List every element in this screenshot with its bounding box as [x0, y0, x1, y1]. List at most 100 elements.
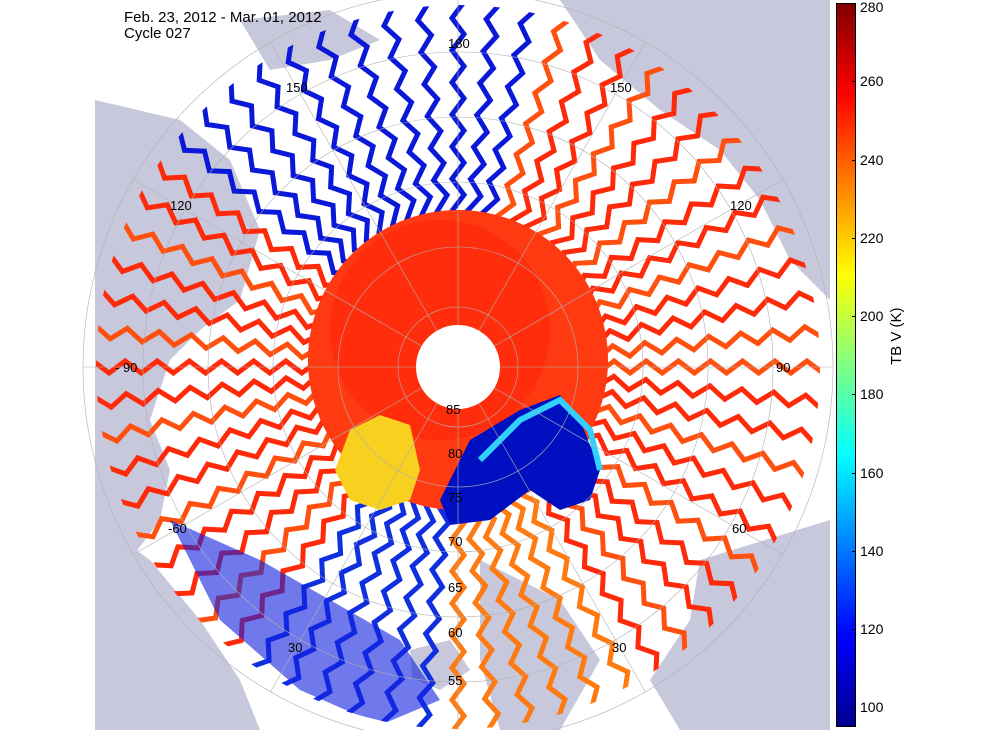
land-alaska	[240, 10, 380, 70]
swath-stripe	[537, 64, 667, 255]
colorbar-tick-mark	[852, 394, 856, 396]
lat-label-55: 55	[448, 673, 462, 688]
swath-stripe	[380, 6, 439, 231]
swath-stripe	[256, 60, 387, 250]
meridian-line	[478, 42, 646, 331]
colorbar-tick-label: 140	[860, 542, 884, 559]
meridian-line	[494, 387, 783, 555]
swath-stripe	[494, 17, 572, 236]
cycle-label: Cycle 027	[124, 25, 191, 42]
swath-stripe	[285, 41, 399, 243]
swath-stripe	[201, 104, 364, 267]
lon-label-60e: 60	[732, 521, 746, 536]
swath-stripe	[549, 86, 695, 263]
swath-stripe	[414, 5, 453, 229]
lon-label-180: 180	[448, 36, 470, 51]
colorbar-tick-label: 280	[860, 0, 884, 15]
swath-stripe	[491, 500, 568, 719]
lat-label-85: 85	[446, 402, 460, 417]
atlantic-open-ocean	[440, 395, 600, 525]
meridian-line	[494, 179, 783, 347]
swath-stripe	[584, 418, 796, 514]
swath-stripe	[578, 432, 780, 546]
colorbar-tick-mark	[852, 629, 856, 631]
lon-label-60w: -60	[168, 521, 187, 536]
swath-stripe	[228, 80, 375, 258]
lon-label-30w: 30	[288, 640, 302, 655]
swath-stripe	[523, 45, 637, 247]
land-greenland-canada	[95, 520, 260, 730]
meridian-line	[270, 403, 438, 692]
lat-label-70: 70	[448, 534, 462, 549]
swath-stripe	[96, 357, 320, 377]
lon-label-90e: 90	[776, 360, 790, 375]
colorbar-label: TB V (K)	[888, 307, 905, 365]
swath-stripe	[567, 137, 745, 284]
colorbar-tick-label: 160	[860, 464, 884, 481]
swath-stripe	[120, 220, 332, 316]
meridian-line	[133, 387, 422, 555]
swath-stripe	[595, 373, 820, 411]
swath-stripe	[479, 8, 537, 232]
swath-stripe	[348, 15, 425, 234]
land-siberia	[560, 0, 830, 300]
lat-label-60: 60	[448, 625, 462, 640]
swath-stripe	[132, 426, 334, 540]
swath-stripe	[596, 323, 820, 362]
swath-stripe	[464, 5, 502, 230]
lon-label-150e: 150	[610, 80, 632, 95]
meridian-line	[478, 403, 646, 692]
swath-stripe	[136, 188, 338, 302]
swath-stripe	[529, 484, 660, 674]
colorbar-tick-mark	[852, 3, 856, 4]
lon-label-120e: 120	[730, 198, 752, 213]
swath-stripe	[108, 253, 327, 331]
swath-stripe	[589, 403, 808, 481]
swath-stripe	[575, 165, 765, 296]
colorbar	[836, 3, 856, 727]
colorbar-tick-mark	[852, 237, 856, 239]
swath-stripe	[582, 194, 784, 308]
swath-stripe	[570, 446, 761, 576]
colorbar-tick-mark	[852, 707, 856, 709]
swath-stripe	[117, 413, 329, 509]
lat-label-80: 80	[448, 446, 462, 461]
hudson-baffin-region	[335, 415, 420, 510]
swath-stripe	[316, 26, 412, 238]
lat-label-75: 75	[448, 490, 462, 505]
land-scandinavia	[480, 560, 600, 730]
swath-stripe	[558, 110, 721, 273]
swath-stripe	[591, 257, 810, 334]
lat-label-65: 65	[448, 580, 462, 595]
swath-stripe	[509, 29, 605, 241]
lon-label-90w: - 90	[115, 360, 137, 375]
swath-stripe	[504, 496, 600, 708]
colorbar-tick-label: 240	[860, 151, 884, 168]
colorbar-tick-mark	[852, 81, 856, 83]
lon-label-30e: 30	[612, 640, 626, 655]
swath-stripe	[587, 225, 799, 321]
colorbar-tick-mark	[852, 472, 856, 474]
colorbar-tick-mark	[852, 159, 856, 161]
meridian-line	[133, 179, 422, 347]
colorbar-tick-label: 200	[860, 308, 884, 325]
meridians	[83, 0, 833, 730]
pole-hole	[416, 325, 500, 409]
colorbar-tick-label: 180	[860, 386, 884, 403]
swath-stripe	[177, 130, 354, 276]
swath-stripe	[477, 503, 536, 728]
swath-stripe	[448, 5, 468, 229]
ice-edge-cyan	[477, 396, 603, 471]
swath-stripe	[96, 323, 321, 361]
lon-label-120w: 120	[170, 198, 192, 213]
swath-stripe	[106, 400, 325, 477]
swath-stripe	[463, 505, 502, 729]
swath-stripe	[596, 357, 820, 377]
swath-stripe	[448, 505, 468, 729]
swath-stripe	[593, 388, 817, 446]
colorbar-tick-mark	[852, 550, 856, 552]
swath-stripe	[594, 289, 819, 348]
meridian-line	[270, 42, 438, 331]
lon-label-150w: 150	[286, 80, 308, 95]
swath-stripe	[99, 288, 323, 346]
